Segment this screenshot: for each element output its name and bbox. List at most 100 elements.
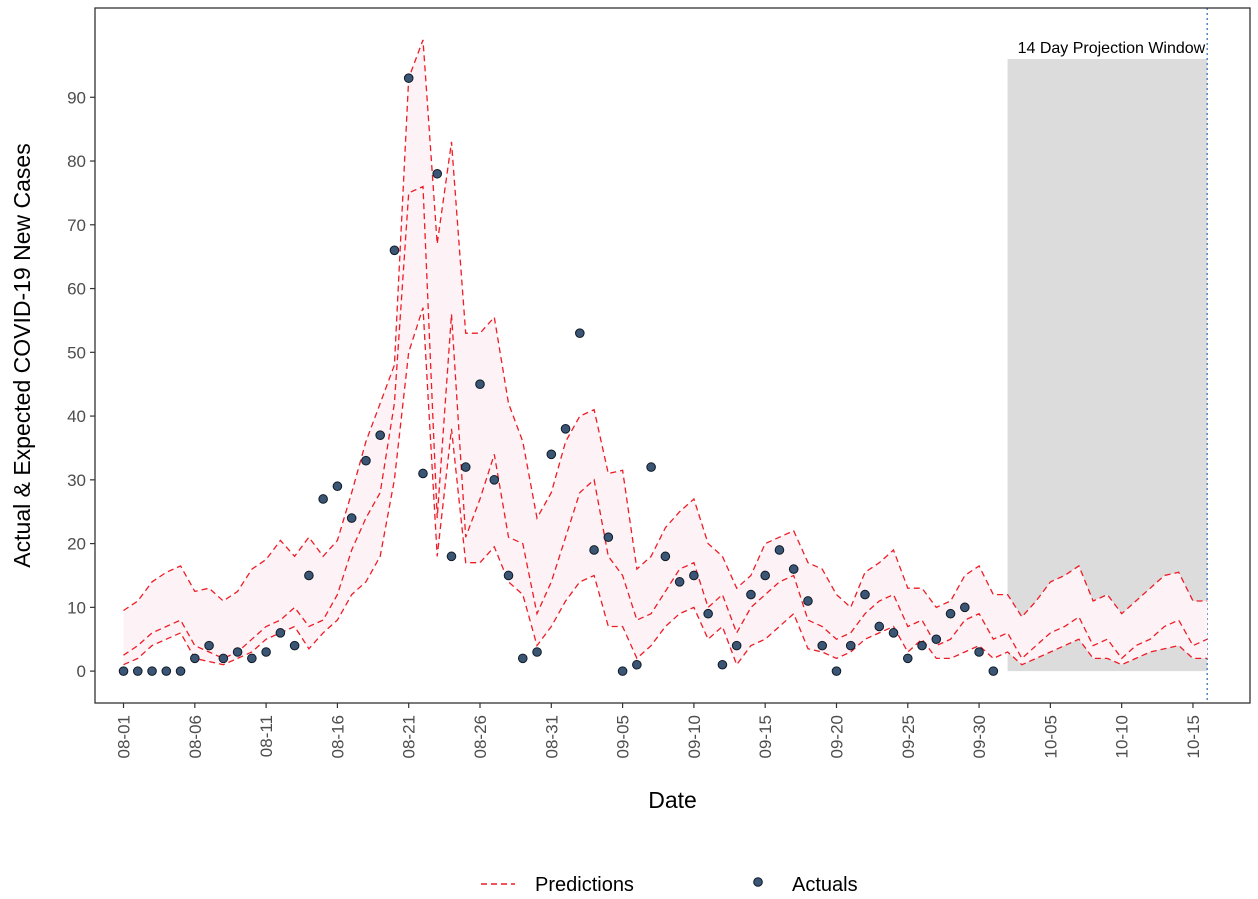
actual-point — [917, 640, 927, 651]
actual-point — [175, 666, 186, 676]
x-tick-label: 08-01 — [115, 715, 134, 758]
y-tick-label: 60 — [67, 280, 86, 299]
actual-point — [931, 634, 942, 645]
actual-point — [560, 424, 571, 434]
x-tick-label: 08-16 — [328, 715, 347, 758]
actual-point — [517, 653, 528, 664]
actual-point — [289, 640, 300, 651]
actual-point — [532, 647, 542, 657]
actual-point — [318, 494, 328, 504]
y-tick-label: 90 — [67, 88, 86, 107]
actual-point — [646, 462, 656, 472]
actual-point — [788, 564, 799, 574]
actual-point — [275, 628, 286, 638]
x-tick-label: 09-05 — [614, 715, 633, 758]
actual-point — [731, 640, 742, 651]
prediction-ribbon-layer — [123, 39, 1208, 665]
legend-predictions-label: Predictions — [535, 874, 634, 896]
plot-frame — [94, 7, 1251, 704]
actual-point — [475, 379, 485, 389]
x-tick-label: 08-31 — [542, 715, 561, 758]
y-tick-label: 80 — [67, 152, 86, 171]
actual-point — [717, 659, 728, 670]
actual-point — [332, 481, 343, 492]
actual-point — [988, 666, 999, 676]
y-tick-label: 10 — [67, 598, 86, 617]
actual-point — [902, 653, 913, 664]
actuals-points-layer — [118, 73, 999, 676]
y-tick-label: 30 — [67, 471, 86, 490]
actual-point — [218, 653, 229, 664]
legend-actuals-label: Actuals — [792, 874, 858, 896]
y-tick-label: 20 — [67, 535, 86, 554]
legend: Predictions Actuals — [481, 874, 858, 896]
legend-actuals-key — [753, 877, 763, 887]
x-tick-label: 10-15 — [1184, 715, 1203, 758]
prediction-line-lower — [123, 307, 1208, 667]
actual-point — [945, 608, 956, 619]
actual-point — [460, 462, 471, 472]
x-tick-label: 09-15 — [756, 715, 775, 758]
actual-point — [617, 666, 628, 676]
actual-point — [418, 468, 428, 479]
actual-point — [845, 640, 856, 651]
x-tick-label: 09-30 — [970, 715, 989, 758]
actual-point — [803, 596, 813, 606]
actual-point — [346, 513, 357, 523]
actual-point — [118, 666, 129, 676]
actual-point — [774, 545, 785, 555]
prediction-ribbon — [123, 39, 1208, 665]
y-axis-title: Actual & Expected COVID-19 New Cases — [9, 143, 35, 567]
prediction-line-upper — [123, 39, 1208, 618]
actual-point — [403, 73, 414, 83]
prediction-line-middle — [123, 185, 1208, 660]
actual-point — [375, 430, 385, 441]
actual-point — [261, 647, 271, 657]
actual-point — [503, 570, 514, 581]
actual-point — [304, 570, 314, 581]
y-tick-label: 0 — [77, 662, 86, 681]
y-tick-label: 40 — [67, 407, 86, 426]
actual-point — [589, 545, 599, 555]
actual-point — [660, 551, 671, 562]
actual-point — [974, 647, 984, 657]
y-tick-label: 50 — [67, 343, 86, 362]
projection-window-label: 14 Day Projection Window — [1018, 40, 1206, 57]
x-axis-title: Date — [648, 787, 697, 813]
actual-point — [860, 589, 870, 600]
actual-point — [361, 455, 371, 466]
x-tick-label: 08-21 — [400, 715, 419, 758]
actual-point — [161, 666, 172, 676]
actual-point — [446, 551, 457, 562]
actual-point — [674, 577, 685, 587]
y-tick-label: 70 — [67, 216, 86, 235]
x-tick-label: 09-20 — [827, 715, 846, 758]
x-tick-label: 10-10 — [1113, 715, 1132, 758]
actual-point — [489, 475, 500, 485]
x-tick-label: 10-05 — [1041, 715, 1060, 758]
actual-point — [247, 653, 257, 664]
actual-point — [746, 589, 756, 600]
x-tick-label: 09-25 — [899, 715, 918, 758]
actual-point — [888, 628, 899, 638]
x-tick-label: 08-11 — [257, 715, 276, 757]
actual-point — [190, 653, 200, 664]
actual-point — [232, 647, 243, 657]
x-tick-label: 08-06 — [186, 715, 205, 758]
actual-point — [603, 532, 614, 543]
actual-point — [689, 570, 699, 581]
projection-window-rect — [1007, 59, 1208, 672]
actual-point — [703, 608, 713, 619]
actual-point — [132, 666, 143, 676]
x-tick-label: 09-10 — [685, 715, 704, 758]
actual-point — [432, 168, 443, 179]
actual-point — [831, 666, 842, 676]
actual-point — [960, 602, 970, 613]
projection-window-layer — [1007, 8, 1208, 703]
prediction-lines-layer — [123, 39, 1208, 667]
axes-layer: 0 10 20 30 40 50 60 70 80 90 08-01 08-06 08-11 08-16 0… — [67, 7, 1251, 758]
actual-point — [546, 449, 557, 460]
actual-point — [389, 245, 400, 256]
actual-point — [760, 570, 770, 581]
